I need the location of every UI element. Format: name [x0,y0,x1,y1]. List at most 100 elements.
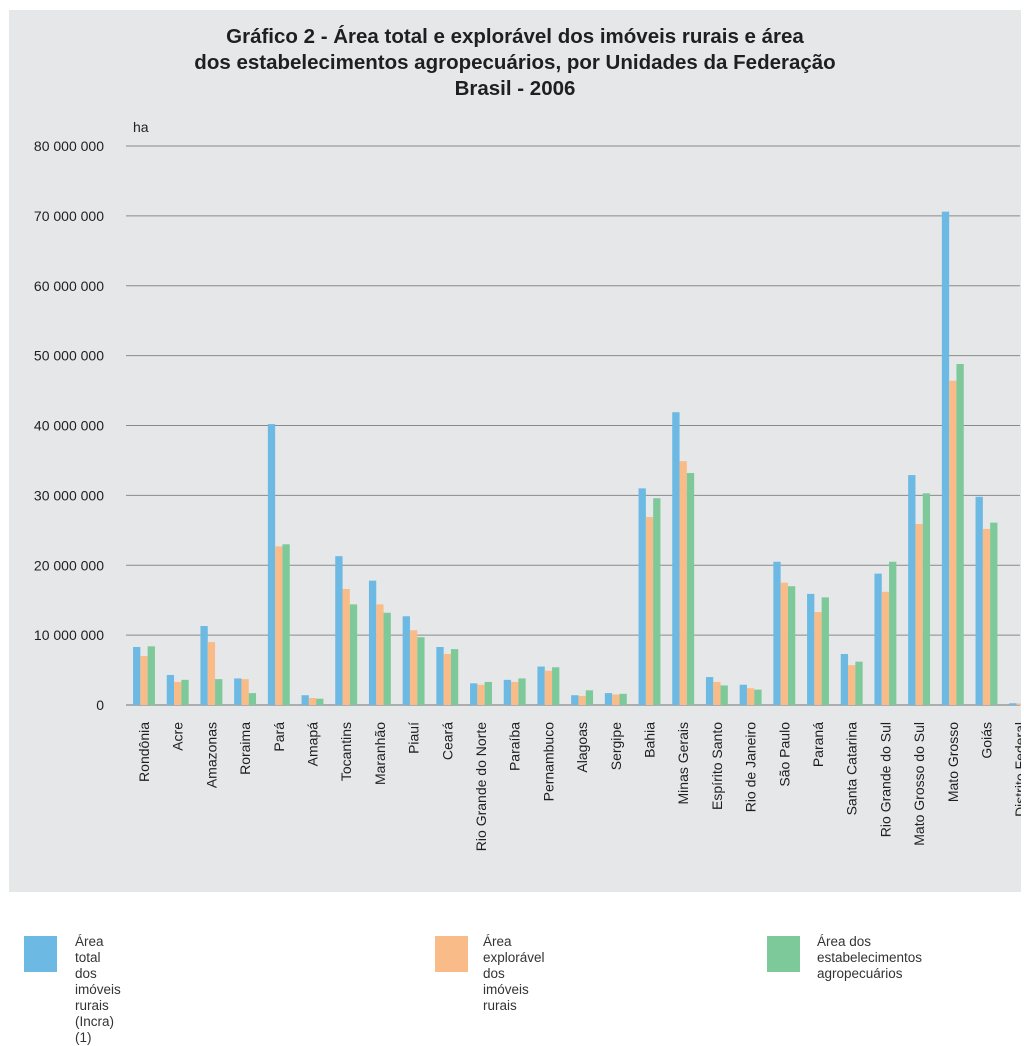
x-tick-label: Pará [271,722,287,752]
bar [787,586,796,705]
bar [552,667,560,705]
bar [612,694,620,705]
x-tick-label: Bahia [642,722,658,758]
x-tick-label: Amazonas [203,722,219,788]
legend-swatch-estabelecimentos [767,936,800,972]
y-tick-label: 50 000 000 [34,348,104,364]
bar [537,666,545,705]
bar [511,681,519,705]
y-tick-label: 20 000 000 [34,557,104,573]
bar [275,546,283,705]
bar [383,612,391,705]
bar [713,681,721,705]
bar [436,647,444,705]
bar [349,604,358,705]
bar [720,685,728,705]
bar [638,488,646,705]
bar [780,582,788,705]
chart-panel: Gráfico 2 - Área total e explorável dos … [9,10,1021,892]
x-tick-label: Rio Grande do Norte [473,722,489,851]
bar [645,517,654,705]
bar [807,593,815,705]
bar [571,695,579,705]
bar [922,493,931,705]
bar [604,693,613,705]
x-tick-label: São Paulo [776,722,792,787]
bar [705,677,714,705]
x-tick-label: Rondônia [136,722,152,782]
y-tick-label: 0 [96,697,104,713]
bar [174,681,182,705]
bar-chart: 0 10 000 000 20 000 000 30 000 000 40 000 00… [34,119,1021,851]
bar [450,649,459,705]
bar [746,688,755,705]
x-tick-label: Roraima [237,722,253,775]
bar [147,646,155,705]
x-tick-label: Rio de Janeiro [743,722,759,812]
bar [679,461,687,705]
x-tick-label: Paraná [810,722,826,767]
y-tick-label: 30 000 000 [34,487,104,503]
bar [814,612,822,705]
bar [376,604,384,705]
x-tick-label: Paraíba [507,722,523,771]
bar [166,674,175,705]
bar [672,412,680,705]
bar [248,693,257,705]
y-unit-label: ha [133,119,149,135]
x-tick-label: Minas Gerais [675,722,691,804]
bar [308,698,317,705]
bar [908,475,916,705]
x-tick-label: Goiás [979,722,995,759]
chart-title-line-1: Gráfico 2 - Área total e explorável dos … [226,25,804,48]
y-tick-label: 60 000 000 [34,278,104,294]
x-tick-label: Tocantins [338,722,354,781]
bar [368,580,377,705]
bar [544,670,553,705]
bar [975,496,983,705]
x-tick-label: Acre [170,722,186,751]
bar [1016,703,1021,705]
x-tick-label: Piauí [406,722,422,754]
bar [181,679,189,705]
bar [409,630,418,705]
x-tick-label: Rio Grande do Sul [877,722,893,837]
x-tick-label: Ceará [439,722,455,760]
x-tick-label: Maranhão [372,722,388,785]
y-tick-label: 70 000 000 [34,208,104,224]
bar [578,695,586,705]
legend-label-exploravel: Área explorável dos imóveis rurais [483,934,545,1013]
chart-title: Gráfico 2 - Área total e explorável dos … [9,24,1021,102]
bar [443,653,451,705]
bar [982,528,991,705]
bar [739,684,747,705]
x-tick-label: Distrito Federal [1012,722,1021,817]
bar [915,524,923,705]
x-tick-label: Alagoas [574,722,590,773]
bar [503,679,512,705]
bar [301,695,309,705]
chart-title-line-3: Brasil - 2006 [454,77,576,100]
legend-swatch-exploravel [435,936,468,972]
x-tick-label: Mato Grosso do Sul [911,722,927,846]
bar [619,693,627,705]
bar [417,637,425,705]
bar [402,616,410,705]
bar [477,684,485,705]
x-tick-label: Mato Grosso [945,722,961,802]
bar [949,380,957,705]
x-tick-label: Amapá [305,722,321,767]
bar [342,589,350,705]
bar [215,679,223,705]
bar [140,656,148,705]
bar [653,498,661,705]
y-tick-label: 80 000 000 [34,138,104,154]
bar [470,683,478,705]
bar [335,556,343,705]
bar [234,678,242,705]
chart-title-line-2: dos estabelecimentos agropecuários, por … [194,51,836,74]
bar [207,642,216,705]
bar [686,473,695,705]
x-tick-label: Pernambuco [540,722,556,802]
bar [200,626,208,705]
